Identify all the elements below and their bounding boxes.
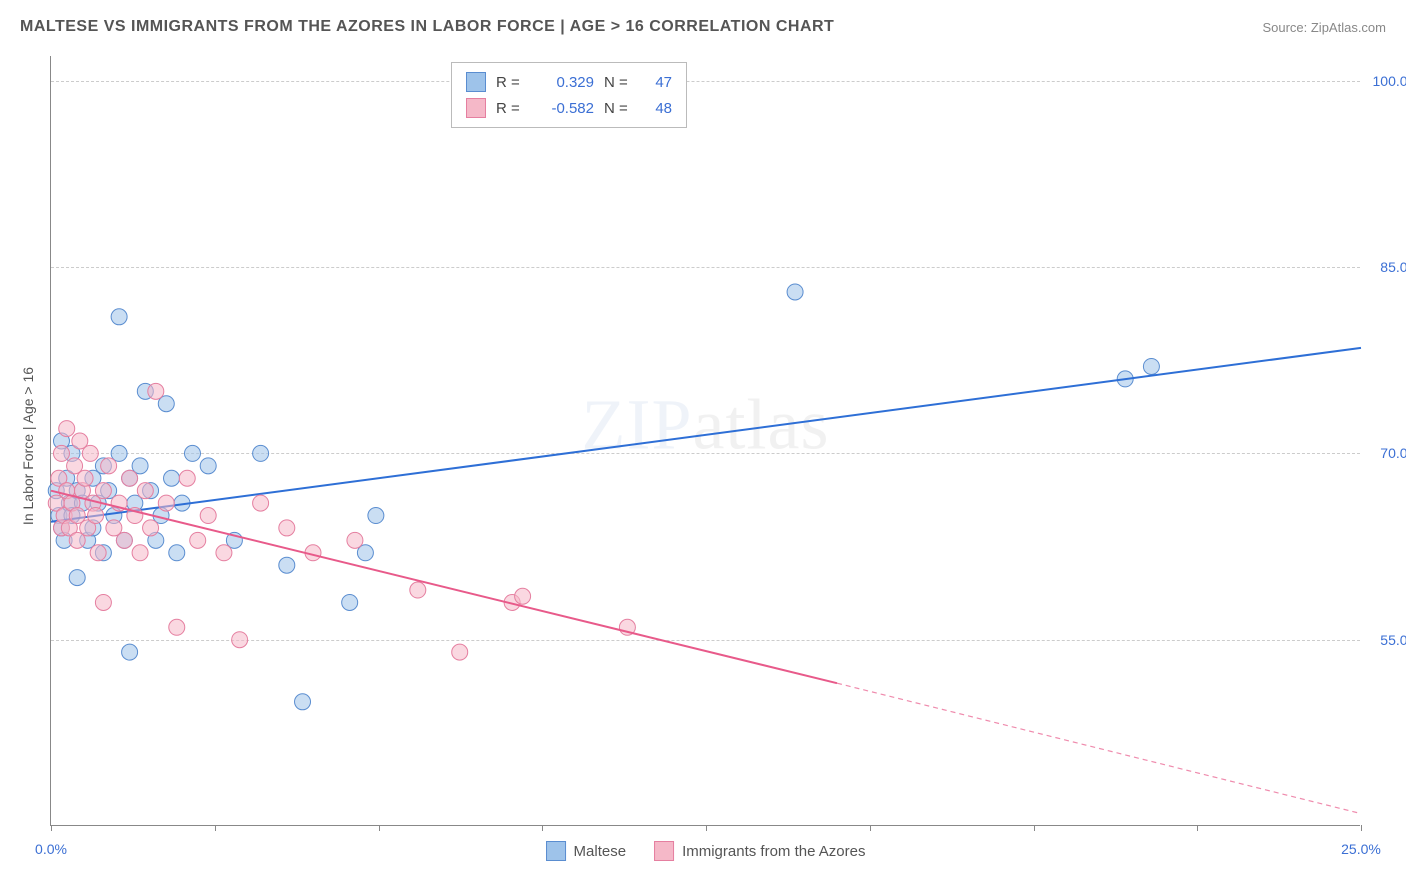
y-tick-label: 55.0% bbox=[1365, 632, 1406, 648]
swatch-icon bbox=[546, 841, 566, 861]
legend: Maltese Immigrants from the Azores bbox=[546, 841, 866, 861]
legend-item-maltese: Maltese bbox=[546, 841, 627, 861]
data-point-azores bbox=[82, 445, 98, 461]
data-point-azores bbox=[90, 545, 106, 561]
data-point-azores bbox=[410, 582, 426, 598]
data-point-azores bbox=[253, 495, 269, 511]
data-point-azores bbox=[132, 545, 148, 561]
data-point-maltese bbox=[69, 570, 85, 586]
x-tick-label: 0.0% bbox=[35, 841, 67, 857]
legend-label: Immigrants from the Azores bbox=[682, 843, 865, 860]
x-tick bbox=[215, 825, 216, 831]
x-tick bbox=[1197, 825, 1198, 831]
n-label: N = bbox=[604, 100, 632, 117]
data-point-azores bbox=[279, 520, 295, 536]
data-point-azores bbox=[53, 445, 69, 461]
data-point-maltese bbox=[122, 644, 138, 660]
data-point-azores bbox=[137, 483, 153, 499]
x-tick bbox=[1361, 825, 1362, 831]
trend-line-azores bbox=[51, 491, 837, 684]
n-label: N = bbox=[604, 74, 632, 91]
data-point-azores bbox=[148, 383, 164, 399]
data-point-azores bbox=[515, 588, 531, 604]
x-tick bbox=[51, 825, 52, 831]
data-point-azores bbox=[179, 470, 195, 486]
data-point-azores bbox=[101, 458, 117, 474]
data-point-azores bbox=[169, 619, 185, 635]
r-value: -0.582 bbox=[534, 100, 594, 117]
data-point-maltese bbox=[169, 545, 185, 561]
data-point-azores bbox=[59, 421, 75, 437]
data-point-maltese bbox=[253, 445, 269, 461]
r-label: R = bbox=[496, 74, 524, 91]
x-tick bbox=[870, 825, 871, 831]
data-point-maltese bbox=[342, 594, 358, 610]
x-tick bbox=[542, 825, 543, 831]
data-point-azores bbox=[143, 520, 159, 536]
trend-line-dashed-azores bbox=[837, 683, 1361, 813]
data-point-azores bbox=[122, 470, 138, 486]
scatter-chart: ZIPatlas 55.0%70.0%85.0%100.0% R =0.329N… bbox=[50, 56, 1360, 826]
y-tick-label: 85.0% bbox=[1365, 259, 1406, 275]
data-point-maltese bbox=[295, 694, 311, 710]
swatch-icon bbox=[466, 98, 486, 118]
data-point-maltese bbox=[787, 284, 803, 300]
swatch-icon bbox=[654, 841, 674, 861]
data-point-azores bbox=[95, 483, 111, 499]
swatch-icon bbox=[466, 72, 486, 92]
y-axis-title: In Labor Force | Age > 16 bbox=[20, 367, 36, 525]
y-tick-label: 100.0% bbox=[1365, 73, 1406, 89]
plot-svg bbox=[51, 56, 1360, 825]
data-point-maltese bbox=[164, 470, 180, 486]
x-tick bbox=[706, 825, 707, 831]
n-value: 48 bbox=[642, 100, 672, 117]
source-attribution: Source: ZipAtlas.com bbox=[1262, 20, 1386, 35]
data-point-maltese bbox=[111, 309, 127, 325]
data-point-maltese bbox=[279, 557, 295, 573]
x-tick-label: 25.0% bbox=[1341, 841, 1381, 857]
chart-title: MALTESE VS IMMIGRANTS FROM THE AZORES IN… bbox=[20, 18, 834, 36]
x-tick bbox=[379, 825, 380, 831]
stats-row-azores: R = -0.582 N = 48 bbox=[466, 95, 672, 121]
r-label: R = bbox=[496, 100, 524, 117]
data-point-azores bbox=[232, 632, 248, 648]
n-value: 47 bbox=[642, 74, 672, 91]
data-point-azores bbox=[190, 532, 206, 548]
data-point-azores bbox=[200, 508, 216, 524]
data-point-azores bbox=[116, 532, 132, 548]
data-point-azores bbox=[452, 644, 468, 660]
data-point-azores bbox=[347, 532, 363, 548]
data-point-maltese bbox=[1143, 358, 1159, 374]
data-point-azores bbox=[88, 508, 104, 524]
stats-box: R = 0.329 N = 47 R = -0.582 N = 48 bbox=[451, 62, 687, 128]
r-value: 0.329 bbox=[534, 74, 594, 91]
legend-label: Maltese bbox=[574, 843, 627, 860]
data-point-maltese bbox=[184, 445, 200, 461]
data-point-azores bbox=[95, 594, 111, 610]
trend-line-maltese bbox=[51, 348, 1361, 522]
y-tick-label: 70.0% bbox=[1365, 445, 1406, 461]
data-point-maltese bbox=[200, 458, 216, 474]
data-point-azores bbox=[216, 545, 232, 561]
data-point-azores bbox=[77, 470, 93, 486]
legend-item-azores: Immigrants from the Azores bbox=[654, 841, 865, 861]
data-point-maltese bbox=[368, 508, 384, 524]
x-tick bbox=[1034, 825, 1035, 831]
stats-row-maltese: R = 0.329 N = 47 bbox=[466, 69, 672, 95]
data-point-azores bbox=[158, 495, 174, 511]
